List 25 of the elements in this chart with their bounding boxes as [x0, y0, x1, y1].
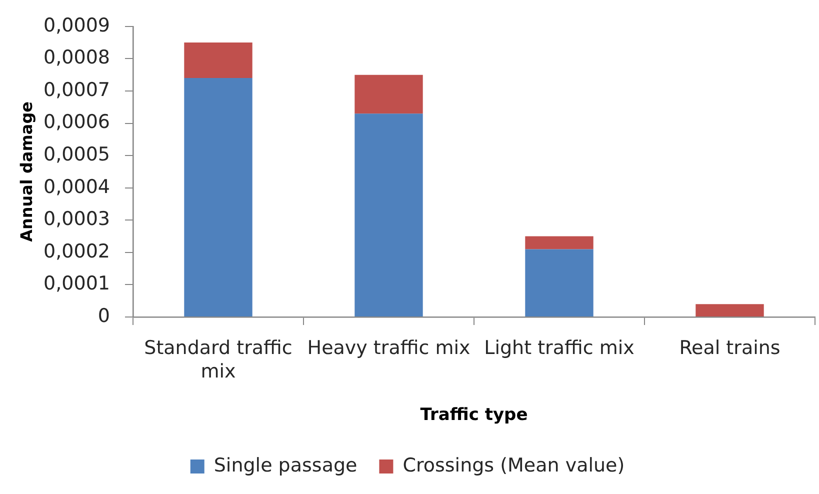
bar [184, 78, 252, 316]
bar [525, 236, 594, 250]
bar [696, 304, 764, 316]
x-axis-title: Traffic type [420, 405, 528, 426]
bar [354, 114, 423, 316]
y-tick-label: 0,0003 [44, 208, 110, 230]
bar [184, 42, 252, 78]
x-tick-label: Standard traffic mix [144, 336, 292, 383]
y-tick-label: 0,0007 [44, 78, 110, 101]
x-tick-label: Real trains [679, 336, 780, 359]
y-axis-title: Annual damage [16, 101, 36, 242]
bar [354, 74, 423, 114]
bar [525, 249, 594, 316]
y-tick-label: 0,0002 [44, 240, 110, 262]
y-tick-label: 0,0006 [44, 111, 110, 134]
x-tick-label: Heavy traffic mix [307, 336, 470, 359]
legend-label: Crossings (Mean value) [402, 454, 625, 476]
y-tick-label: 0 [98, 304, 110, 327]
y-tick-label: 0,0001 [44, 272, 110, 295]
y-tick-label: 0,0009 [44, 14, 110, 36]
y-tick-label: 0,0005 [44, 143, 110, 166]
y-tick-label: 0,0008 [44, 46, 110, 69]
y-tick-label: 0,0004 [44, 176, 110, 198]
legend-label: Single passage [214, 454, 358, 476]
x-tick-label: Light traffic mix [484, 336, 634, 359]
